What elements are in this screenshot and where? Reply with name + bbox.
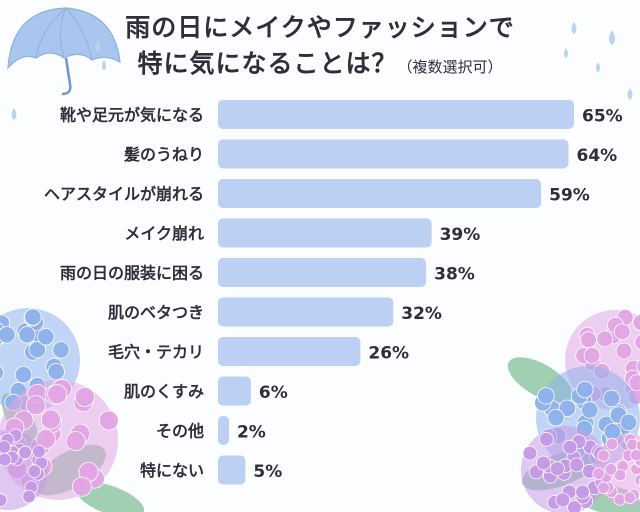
value-label: 5% bbox=[253, 462, 282, 482]
hydrangea-floret bbox=[605, 437, 619, 451]
hydrangea-floret bbox=[623, 491, 637, 504]
hydrangea-floret bbox=[635, 439, 640, 452]
hydrangea-floret bbox=[628, 374, 640, 392]
category-label: 肌のくすみ bbox=[124, 382, 204, 401]
hydrangea-floret bbox=[22, 489, 36, 504]
hydrangea-floret bbox=[597, 481, 610, 495]
hydrangea-floret bbox=[522, 445, 538, 461]
category-label: 髪のうねり bbox=[123, 145, 204, 164]
hydrangea-floret bbox=[24, 308, 42, 326]
category-label: 肌のベタつき bbox=[108, 303, 204, 322]
hydrangea-floret bbox=[602, 389, 621, 408]
hydrangea-floret bbox=[0, 326, 16, 344]
hydrangea-floret bbox=[547, 408, 565, 427]
value-label: 65% bbox=[582, 107, 623, 127]
hydrangea-leaf bbox=[75, 481, 145, 512]
hydrangea-floret bbox=[562, 439, 578, 455]
hydrangea-floret bbox=[596, 330, 614, 348]
hydrangea-floret bbox=[630, 448, 640, 462]
category-label: 毛穴・テカリ bbox=[108, 343, 204, 362]
hydrangea-floret bbox=[18, 445, 32, 460]
category-label: メイク崩れ bbox=[124, 224, 204, 243]
value-label: 38% bbox=[434, 265, 475, 285]
hydrangea-floret bbox=[72, 476, 93, 497]
value-label: 2% bbox=[237, 423, 266, 443]
value-label: 59% bbox=[549, 186, 590, 206]
umbrella-icon bbox=[7, 7, 121, 96]
hydrangea-floret bbox=[47, 384, 68, 405]
hydrangea-floret bbox=[0, 452, 12, 467]
hydrangea-floret bbox=[619, 413, 638, 432]
hydrangea-floret bbox=[569, 457, 585, 473]
category-label: 雨の日の服装に困る bbox=[60, 264, 204, 283]
hydrangea-floret bbox=[52, 341, 70, 359]
bar bbox=[218, 179, 542, 208]
value-label: 39% bbox=[440, 225, 481, 245]
hydrangea-floret bbox=[581, 401, 599, 419]
category-label: 特にない bbox=[140, 461, 204, 480]
raindrop-icon bbox=[11, 22, 633, 120]
hydrangea-floret bbox=[636, 359, 640, 373]
hydrangea-floret bbox=[580, 331, 597, 349]
hydrangea-floret bbox=[597, 449, 610, 462]
hydrangea-icon bbox=[0, 308, 640, 512]
hydrangea-floret bbox=[615, 342, 633, 360]
hydrangea-floret bbox=[0, 365, 4, 381]
hydrangea-floret bbox=[632, 314, 640, 331]
bar bbox=[218, 258, 427, 287]
value-label: 6% bbox=[259, 383, 288, 403]
chart-title-line-1: 雨の日にメイクやファッションで bbox=[125, 13, 515, 42]
bar bbox=[218, 139, 569, 169]
chart-title-note: （複数選択可） bbox=[397, 58, 503, 76]
hydrangea-floret bbox=[558, 399, 577, 418]
category-label: ヘアスタイルが崩れる bbox=[44, 185, 204, 204]
hydrangea-floret bbox=[583, 347, 601, 364]
bar bbox=[218, 337, 361, 366]
hydrangea-floret bbox=[35, 429, 56, 450]
hydrangea-floret bbox=[613, 323, 631, 341]
hydrangea-floret bbox=[25, 395, 46, 416]
hydrangea-floret bbox=[18, 326, 36, 344]
category-label: 靴や足元が気になる bbox=[60, 106, 204, 125]
hydrangea-floret bbox=[634, 474, 640, 487]
chart-title-line-2: 特に気になることは？（複数選択可） bbox=[0, 44, 640, 80]
chart-title-line-2-main: 特に気になることは？ bbox=[137, 49, 398, 78]
hydrangea-floret bbox=[65, 431, 86, 452]
hydrangea-floret bbox=[0, 493, 8, 507]
hydrangea-floret bbox=[47, 363, 65, 381]
hydrangea-floret bbox=[98, 410, 119, 431]
hydrangea-floret bbox=[575, 484, 590, 500]
hydrangea-floret bbox=[592, 467, 605, 480]
value-label: 64% bbox=[577, 146, 618, 166]
hydrangea-floret bbox=[27, 464, 42, 479]
value-label: 32% bbox=[401, 304, 442, 324]
bar bbox=[218, 100, 574, 129]
hydrangea-floret bbox=[32, 444, 46, 459]
hydrangea-floret bbox=[576, 380, 594, 399]
hydrangea-floret bbox=[37, 328, 55, 346]
hydrangea-floret bbox=[28, 341, 47, 359]
category-label: その他 bbox=[156, 422, 204, 441]
hydrangea-floret bbox=[537, 387, 555, 405]
hydrangea-floret bbox=[634, 334, 640, 351]
bar bbox=[218, 297, 394, 327]
hydrangea-floret bbox=[74, 386, 95, 407]
hydrangea-floret bbox=[40, 409, 61, 430]
hydrangea-floret bbox=[14, 366, 33, 384]
bar bbox=[218, 416, 229, 445]
bar bbox=[218, 376, 251, 406]
hydrangea-floret bbox=[604, 463, 618, 476]
hydrangea-floret bbox=[555, 492, 571, 508]
hydrangea-floret bbox=[536, 455, 551, 471]
hydrangea-floret bbox=[613, 469, 627, 482]
bar bbox=[218, 455, 246, 485]
hydrangea-floret bbox=[550, 461, 565, 477]
value-label: 26% bbox=[368, 344, 409, 364]
hydrangea-floret bbox=[539, 431, 554, 447]
hydrangea-floret bbox=[567, 500, 582, 512]
bar bbox=[218, 218, 432, 248]
